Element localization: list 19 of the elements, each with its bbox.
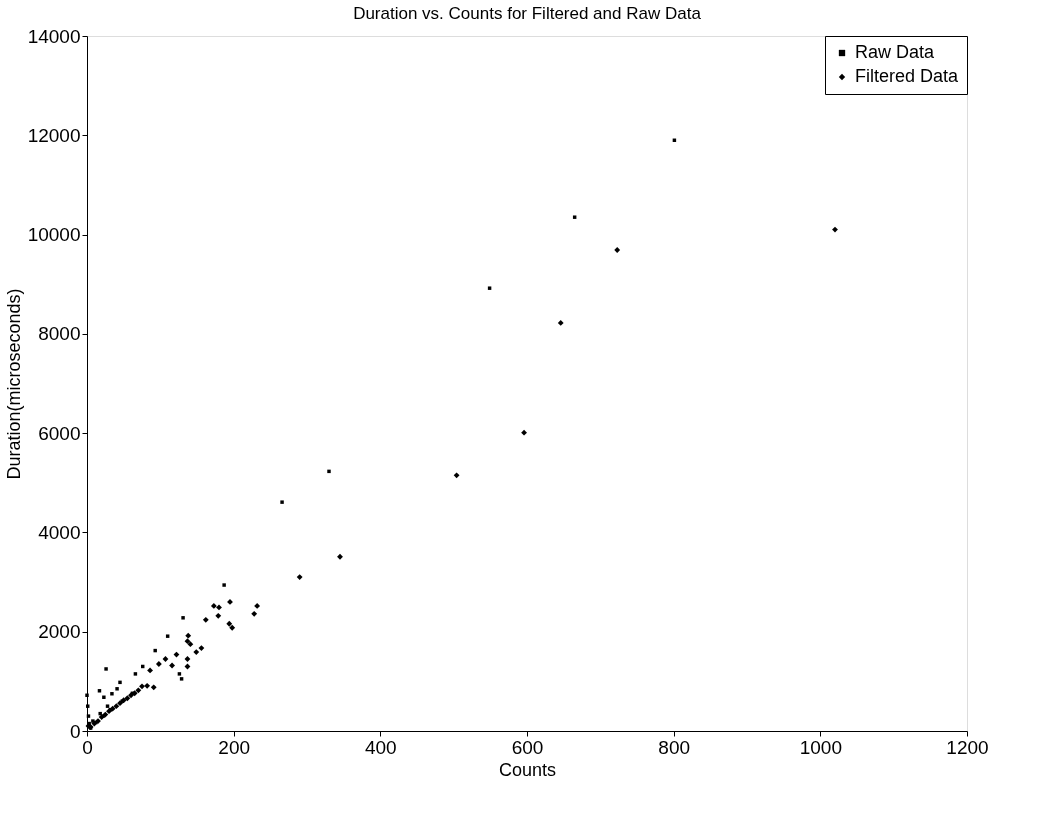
x-tick-label: 1000 (799, 736, 842, 758)
legend-label: Raw Data (855, 42, 936, 62)
x-axis-title: Counts (498, 759, 557, 780)
y-tick-label: 4000 (38, 521, 81, 543)
x-tick-label: 800 (658, 736, 691, 758)
y-tick-label: 8000 (38, 323, 81, 345)
x-tick-label: 400 (364, 736, 397, 758)
x-tick-label: 600 (511, 736, 544, 758)
y-tick-label: 14000 (27, 25, 81, 47)
x-tick-label: 1200 (946, 736, 989, 758)
y-tick-label: 2000 (38, 621, 81, 643)
x-tick-label: 200 (218, 736, 251, 758)
legend-label: Filtered Data (855, 66, 960, 86)
y-tick-label: 12000 (27, 124, 81, 146)
y-tick-label: 10000 (27, 224, 81, 246)
y-tick-label: 0 (69, 720, 81, 742)
chart-title: Duration vs. Counts for Filtered and Raw Data (353, 4, 702, 23)
y-axis-title: Duration(microseconds) (3, 288, 24, 480)
y-tick-label: 6000 (38, 422, 81, 444)
